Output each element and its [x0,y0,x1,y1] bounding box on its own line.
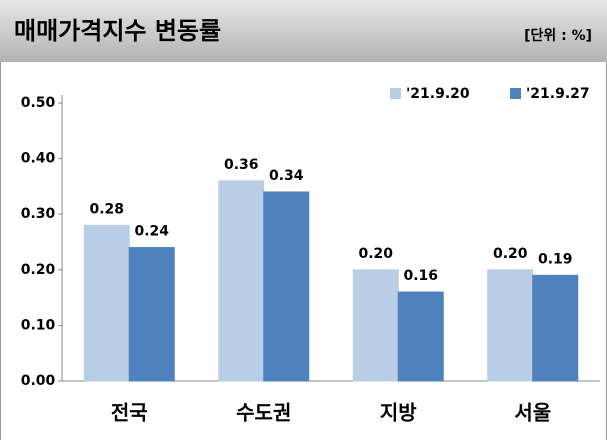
y-tick-label: 0.00 [21,373,56,389]
legend-swatch [390,88,401,99]
value-label: 0.24 [134,224,169,240]
x-tick-label: 지방 [380,401,417,425]
value-label: 0.28 [89,201,124,217]
chart-title: 매매가격지수 변동률 [14,17,221,45]
legend-label: '21.9.20 [406,86,470,102]
legend-label: '21.9.27 [526,86,590,102]
bar [218,180,265,382]
bar [487,269,534,382]
value-label: 0.19 [538,251,573,267]
unit-label: [단위 : %] [524,27,592,44]
value-label: 0.20 [358,246,393,262]
y-tick-label: 0.40 [21,151,56,167]
x-tick-label: 전국 [111,401,148,425]
x-tick-label: 서울 [514,401,551,425]
bar [83,224,130,382]
bar [128,247,175,382]
bar [532,274,579,382]
bar [263,191,310,382]
value-label: 0.16 [403,268,438,284]
bar [352,269,399,382]
value-label: 0.36 [224,157,259,173]
value-label: 0.34 [269,168,304,184]
y-tick-label: 0.10 [21,317,56,333]
x-tick-label: 수도권 [236,401,291,425]
y-tick-label: 0.50 [21,95,56,111]
header-band [0,0,607,62]
value-label: 0.20 [493,246,528,262]
bar [397,291,444,382]
y-tick-label: 0.20 [21,262,56,278]
legend-swatch [510,88,521,99]
y-tick-label: 0.30 [21,206,56,222]
